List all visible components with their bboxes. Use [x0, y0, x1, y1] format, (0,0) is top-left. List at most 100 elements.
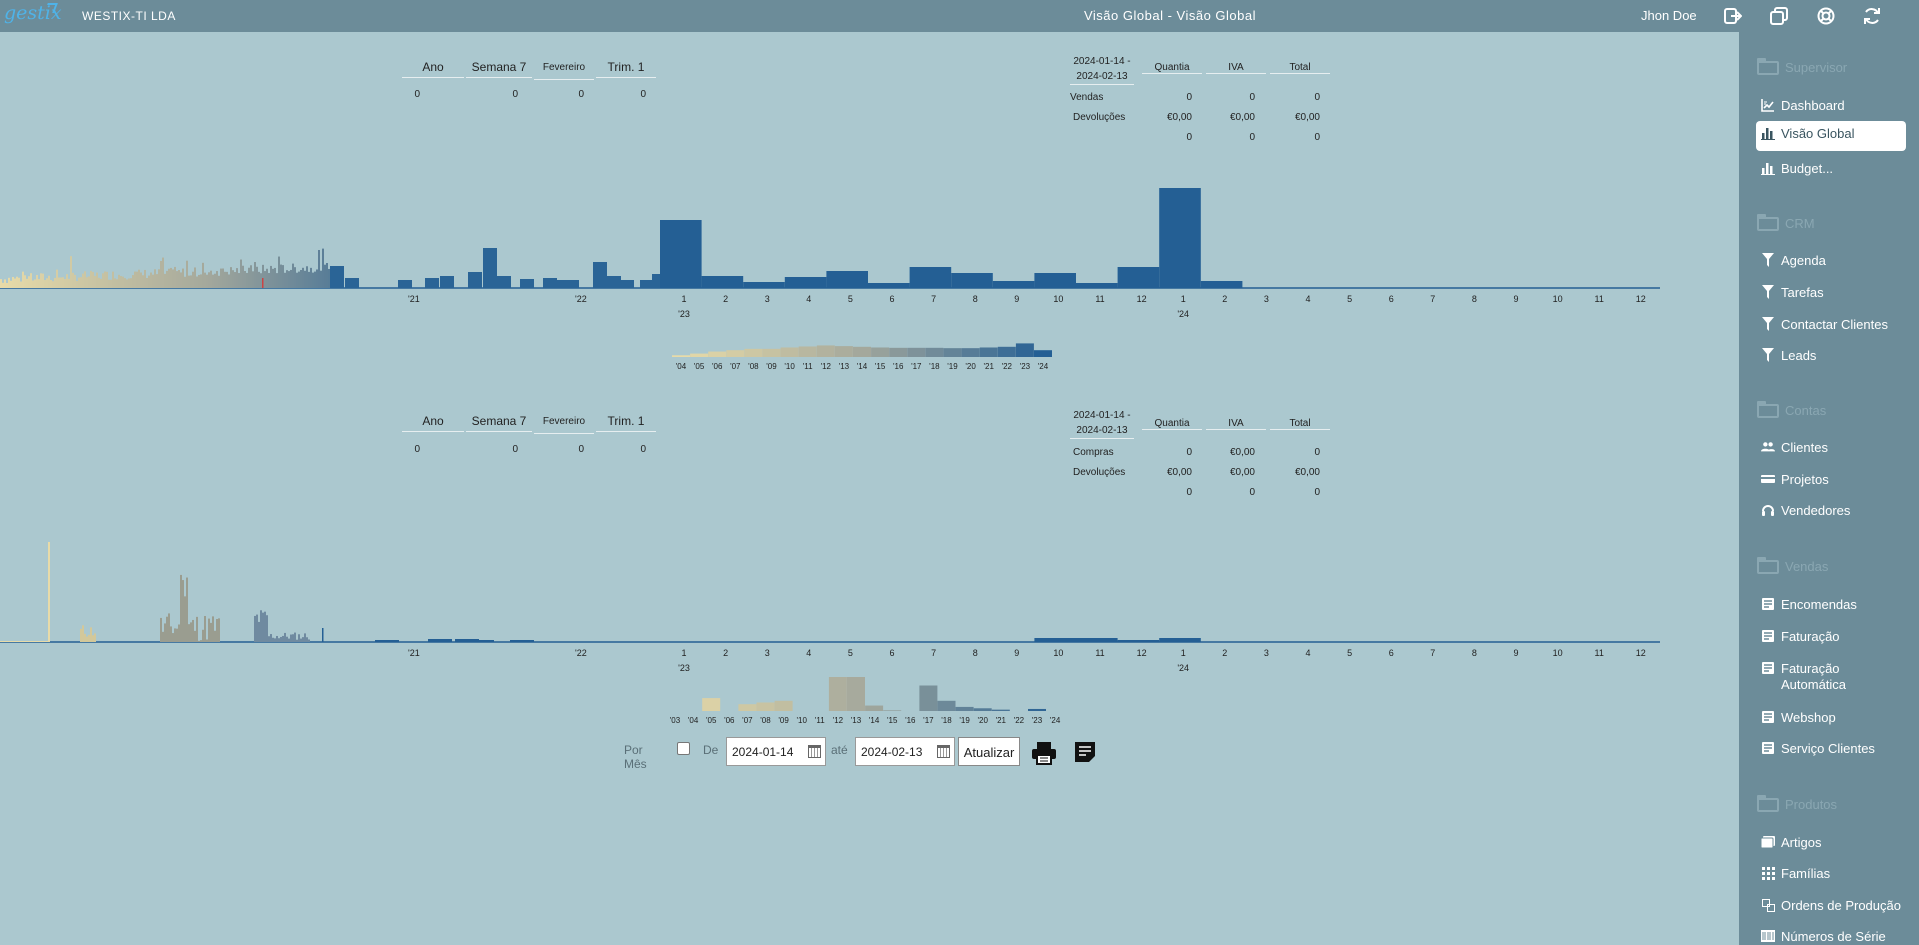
history-bar	[80, 628, 82, 642]
x-tick-label: 8	[1472, 648, 1477, 658]
sidebar-item-servico-clientes[interactable]: Serviço Clientes	[1756, 736, 1906, 762]
sidebar-section-crm[interactable]: CRM	[1757, 213, 1815, 231]
dashboard-chart-icon	[1761, 98, 1775, 112]
refresh-icon[interactable]	[1862, 6, 1882, 26]
funnel-icon	[1761, 317, 1775, 331]
printer-icon[interactable]	[1031, 741, 1057, 768]
history-bar	[26, 641, 28, 642]
history-bar	[92, 271, 94, 288]
history-bar	[94, 633, 96, 642]
sidebar-item-webshop[interactable]: Webshop	[1756, 705, 1906, 731]
history-bar	[64, 279, 66, 288]
history-bar	[468, 272, 482, 288]
history-bar	[244, 271, 246, 288]
history-bar	[300, 638, 302, 642]
year-bar	[961, 348, 980, 357]
history-bar	[300, 270, 302, 288]
calendar-icon[interactable]	[808, 745, 821, 758]
history-bar	[256, 266, 258, 288]
per-month-checkbox[interactable]	[677, 742, 690, 755]
history-bar	[38, 641, 40, 642]
history-bar	[102, 273, 104, 288]
sidebar-item-vendedores[interactable]: Vendedores	[1756, 498, 1906, 524]
report-icon[interactable]	[1074, 741, 1096, 766]
history-bar	[92, 635, 94, 642]
x-tick-label: 8	[973, 294, 978, 304]
windows-icon[interactable]	[1769, 6, 1789, 26]
logout-icon[interactable]	[1723, 6, 1743, 26]
sidebar-item-contactar-clientes[interactable]: Contactar Clientes	[1756, 312, 1906, 338]
history-bar	[166, 616, 168, 642]
history-bar	[4, 279, 6, 288]
history-bar	[36, 274, 38, 288]
value-ano: 0	[414, 89, 420, 100]
col-mes: Fevereiro	[534, 62, 594, 80]
year-bar	[907, 347, 926, 357]
history-bar	[280, 264, 282, 288]
history-bar	[318, 249, 320, 288]
month-bar	[1117, 267, 1160, 288]
gestix-logo[interactable]: gestix	[4, 2, 62, 24]
history-bar	[160, 617, 162, 642]
sidebar-item-artigos[interactable]: Artigos	[1756, 830, 1906, 856]
month-bar	[868, 283, 910, 288]
col-ano: Ano	[402, 60, 464, 78]
user-name[interactable]: Jhon Doe	[1641, 8, 1697, 23]
history-bar	[206, 639, 208, 642]
to-date-input[interactable]: 2024-02-13	[855, 737, 955, 766]
sidebar-item-faturacao[interactable]: Faturação	[1756, 624, 1906, 650]
help-lifebuoy-icon[interactable]	[1816, 6, 1836, 26]
year-label: '17	[923, 716, 934, 725]
sidebar-item-visao-global[interactable]: Visão Global	[1756, 121, 1906, 151]
history-bar	[194, 630, 196, 642]
totals-period: 2024-01-14 - 2024-02-13	[1070, 54, 1134, 85]
sidebar-item-clientes[interactable]: Clientes	[1756, 435, 1906, 461]
history-bar	[30, 273, 32, 288]
year-bar	[816, 345, 835, 357]
row-label-vendas: Vendas	[1070, 92, 1104, 103]
year-label: '14	[857, 362, 868, 371]
year-bar	[973, 708, 992, 711]
sidebar-section-produtos[interactable]: Produtos	[1757, 794, 1837, 812]
sidebar-section-vendas[interactable]: Vendas	[1757, 556, 1828, 574]
history-bar	[210, 622, 212, 642]
sidebar-item-budget[interactable]: Budget...	[1756, 156, 1906, 182]
sidebar-section-supervisor[interactable]: Supervisor	[1757, 57, 1847, 75]
year-label: '07	[730, 362, 741, 371]
sidebar-item-projetos[interactable]: Projetos	[1756, 467, 1906, 493]
folder-icon	[1757, 400, 1779, 418]
sidebar-item-agenda[interactable]: Agenda	[1756, 248, 1906, 274]
year-label: '08	[748, 362, 759, 371]
history-bar	[497, 276, 511, 288]
history-bar	[80, 277, 82, 288]
sidebar-item-leads[interactable]: Leads	[1756, 343, 1906, 369]
history-bar	[172, 269, 174, 288]
sidebar-item-encomendas[interactable]: Encomendas	[1756, 592, 1906, 618]
x-tick-label: 12	[1636, 648, 1646, 658]
history-bar	[520, 279, 534, 288]
x-tick-label: 11	[1095, 648, 1104, 658]
update-button[interactable]: Atualizar	[958, 737, 1020, 766]
sidebar-item-ordens-producao[interactable]: Ordens de Produção	[1756, 893, 1919, 919]
sidebar-item-faturacao-automatica[interactable]: Faturação Automática	[1756, 656, 1916, 698]
year-bar	[919, 685, 938, 711]
year-label: '23	[1032, 716, 1043, 725]
x-tick-label: 11	[1095, 294, 1104, 304]
sidebar-item-numeros-serie[interactable]: Números de Série	[1756, 924, 1906, 945]
sidebar-item-dashboard[interactable]: Dashboard	[1756, 93, 1906, 119]
history-bar	[140, 272, 142, 288]
sidebar-item-tarefas[interactable]: Tarefas	[1756, 280, 1906, 306]
calendar-icon[interactable]	[937, 745, 950, 758]
x-tick-label: 10	[1553, 648, 1563, 658]
from-date-input[interactable]: 2024-01-14	[726, 737, 826, 766]
sidebar-item-familias[interactable]: Famílias	[1756, 861, 1906, 887]
history-bar	[86, 636, 88, 642]
history-bar	[180, 574, 182, 642]
month-bar	[1159, 638, 1201, 642]
x-year-label: '23	[678, 663, 690, 673]
history-bar	[292, 634, 294, 642]
history-bar	[212, 274, 214, 288]
history-bar	[12, 641, 14, 642]
year-bar	[828, 677, 847, 711]
sidebar-section-contas[interactable]: Contas	[1757, 400, 1826, 418]
